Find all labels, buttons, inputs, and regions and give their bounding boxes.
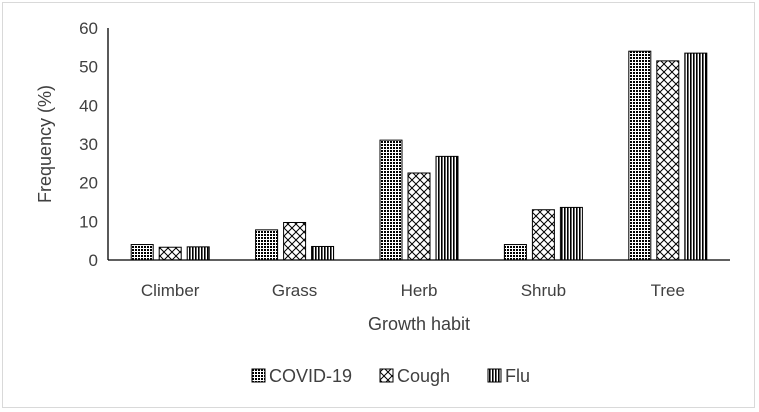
bar-flu-tree bbox=[684, 52, 708, 261]
bar-flu-grass bbox=[311, 245, 335, 261]
y-tick-label: 50 bbox=[79, 58, 98, 77]
y-tick-label: 20 bbox=[79, 174, 98, 193]
bar-covid-19-grass bbox=[255, 229, 279, 261]
x-tick-label: Grass bbox=[272, 281, 317, 300]
bar-cough-climber bbox=[158, 246, 182, 261]
y-tick-label: 60 bbox=[79, 19, 98, 38]
bar-flu-climber bbox=[186, 246, 210, 261]
legend-swatch bbox=[379, 368, 394, 383]
bar-flu-herb bbox=[435, 155, 459, 261]
legend-swatch bbox=[487, 368, 502, 383]
y-tick-label: 30 bbox=[79, 135, 98, 154]
x-axis: Climber Grass Herb Shrub Tree bbox=[141, 281, 685, 300]
y-tick-label: 0 bbox=[89, 251, 98, 270]
x-axis-title: Growth habit bbox=[368, 314, 470, 334]
legend-label: Cough bbox=[397, 366, 450, 386]
y-tick-label: 40 bbox=[79, 96, 98, 115]
y-tick-label: 10 bbox=[79, 212, 98, 231]
legend-label: Flu bbox=[505, 366, 530, 386]
x-tick-label: Herb bbox=[401, 281, 438, 300]
x-tick-label: Shrub bbox=[521, 281, 566, 300]
bar-covid-19-shrub bbox=[503, 244, 527, 261]
bars bbox=[130, 50, 708, 261]
bar-cough-tree bbox=[656, 60, 680, 261]
bar-covid-19-climber bbox=[130, 244, 154, 261]
y-axis: 0 10 20 30 40 50 60 bbox=[79, 19, 98, 270]
x-tick-label: Climber bbox=[141, 281, 200, 300]
bar-cough-grass bbox=[283, 221, 307, 261]
legend: COVID-19 Cough Flu bbox=[251, 366, 530, 386]
legend-label: COVID-19 bbox=[269, 366, 352, 386]
bar-covid-19-herb bbox=[379, 139, 403, 261]
bar-cough-herb bbox=[407, 172, 431, 261]
bar-cough-shrub bbox=[531, 209, 555, 261]
legend-swatch bbox=[251, 368, 266, 383]
y-axis-title: Frequency (%) bbox=[35, 85, 55, 203]
bar-flu-shrub bbox=[559, 206, 583, 261]
x-tick-label: Tree bbox=[651, 281, 685, 300]
bar-covid-19-tree bbox=[628, 50, 652, 261]
